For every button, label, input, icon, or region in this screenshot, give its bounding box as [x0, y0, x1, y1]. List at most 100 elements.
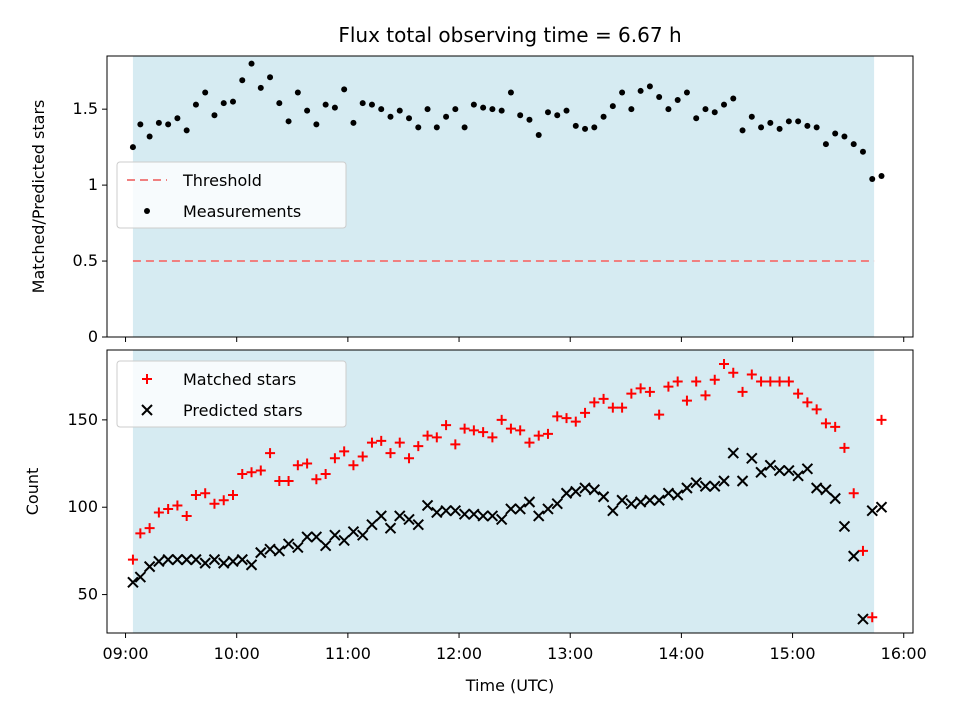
- predicted-star-point: [810, 482, 823, 494]
- measurement-point: [674, 97, 681, 104]
- measurement-point: [619, 89, 626, 96]
- measurement-point: [387, 113, 394, 120]
- measurement-point: [322, 101, 329, 108]
- predicted-star-point: [764, 459, 777, 472]
- measurement-point: [535, 131, 542, 138]
- y-tick-label: 100: [67, 497, 98, 516]
- matched-star-point: [404, 453, 415, 464]
- predicted-star-point: [792, 470, 804, 482]
- measurement-point: [702, 106, 709, 113]
- predicted-star-point: [653, 494, 665, 506]
- predicted-star-point: [208, 553, 221, 566]
- matched-star-point: [626, 388, 637, 399]
- predicted-star-point: [394, 510, 406, 522]
- predicted-star-point: [644, 494, 656, 506]
- predicted-star-point: [838, 520, 851, 533]
- predicted-star-point: [857, 613, 869, 625]
- predicted-star-point: [579, 482, 591, 494]
- matched-star-point: [413, 441, 424, 452]
- predicted-star-point: [801, 463, 814, 475]
- matched-star-point: [570, 416, 581, 427]
- measurement-point: [859, 148, 866, 155]
- measurement-point: [443, 113, 450, 120]
- matched-star-point: [172, 500, 183, 511]
- measurement-point: [192, 101, 199, 108]
- predicted-star-point: [523, 496, 536, 508]
- count-y-axis-label: Count: [23, 468, 42, 516]
- predicted-star-point: [616, 494, 628, 506]
- measurement-point: [257, 84, 264, 91]
- measurement-point: [730, 95, 737, 102]
- measurement-point: [563, 107, 570, 114]
- predicted-star-point: [134, 571, 147, 583]
- legend-label: Predicted stars: [183, 401, 303, 420]
- matched-star-point: [839, 442, 850, 453]
- measurement-point: [304, 107, 311, 114]
- predicted-star-point: [681, 482, 693, 494]
- measurement-point: [331, 104, 338, 111]
- measurement-point: [368, 101, 375, 108]
- predicted-star-point: [255, 546, 267, 559]
- measurement-point: [248, 60, 255, 67]
- predicted-star-point: [736, 475, 749, 487]
- matched-star-point: [468, 425, 479, 436]
- ratio-legend: Threshold Measurements: [116, 161, 347, 229]
- x-axis-label: Time (UTC): [465, 676, 554, 695]
- predicted-star-point: [218, 557, 230, 569]
- measurement-point: [452, 106, 459, 113]
- matched-star-point: [255, 465, 266, 476]
- measurement-point: [396, 107, 403, 114]
- predicted-star-point: [127, 576, 139, 589]
- measurement-point: [267, 74, 274, 81]
- predicted-star-point: [875, 501, 888, 513]
- count-marks: [127, 358, 888, 625]
- matched-star-point: [246, 467, 257, 478]
- predicted-star-point: [190, 553, 202, 566]
- measurement-point: [526, 116, 533, 123]
- predicted-star-point: [477, 510, 489, 522]
- predicted-star-point: [773, 464, 786, 477]
- measurement-point: [795, 118, 802, 125]
- x-tick-label: 11:00: [325, 644, 371, 663]
- matched-star-point: [802, 397, 813, 408]
- measurement-point: [507, 89, 514, 96]
- measurement-point: [554, 112, 561, 119]
- measurement-point: [813, 124, 820, 131]
- matched-star-point: [830, 421, 841, 432]
- measurement-point: [832, 130, 839, 137]
- matched-star-point: [561, 413, 572, 424]
- matched-star-point: [209, 498, 220, 509]
- matched-star-point: [635, 383, 646, 394]
- count-axes: 50 100 150 09:00 10:00 11:00 12:00 13:00 14:00 15…: [67, 410, 926, 663]
- measurement-point: [822, 141, 829, 148]
- predicted-star-point: [449, 505, 462, 517]
- matched-star-point: [478, 427, 489, 438]
- predicted-star-point: [301, 531, 313, 543]
- matched-star-point: [598, 393, 609, 404]
- measurement-point: [609, 103, 616, 110]
- x-tick-label: 14:00: [658, 644, 704, 663]
- y-tick-label: 50: [78, 585, 98, 604]
- measurement-point: [600, 113, 607, 120]
- predicted-star-point: [440, 505, 452, 517]
- predicted-star-point: [486, 510, 499, 522]
- measurement-point: [656, 94, 663, 101]
- predicted-star-point: [727, 447, 739, 459]
- matched-star-point: [867, 612, 878, 623]
- matched-star-point: [163, 503, 174, 514]
- matched-star-point: [848, 488, 859, 499]
- measurement-point: [211, 112, 218, 119]
- measurement-point: [841, 133, 848, 140]
- measurement-point: [359, 100, 366, 107]
- measurement-point: [146, 133, 153, 140]
- predicted-star-point: [403, 513, 415, 526]
- matched-star-point: [589, 397, 600, 408]
- predicted-star-point: [848, 550, 860, 562]
- predicted-star-point: [597, 491, 610, 503]
- measurement-point: [804, 122, 811, 129]
- measurement-point: [313, 121, 320, 128]
- x-tick-label: 13:00: [547, 644, 593, 663]
- measurement-point: [406, 115, 413, 122]
- predicted-star-point: [384, 522, 397, 534]
- predicted-star-point: [551, 498, 563, 510]
